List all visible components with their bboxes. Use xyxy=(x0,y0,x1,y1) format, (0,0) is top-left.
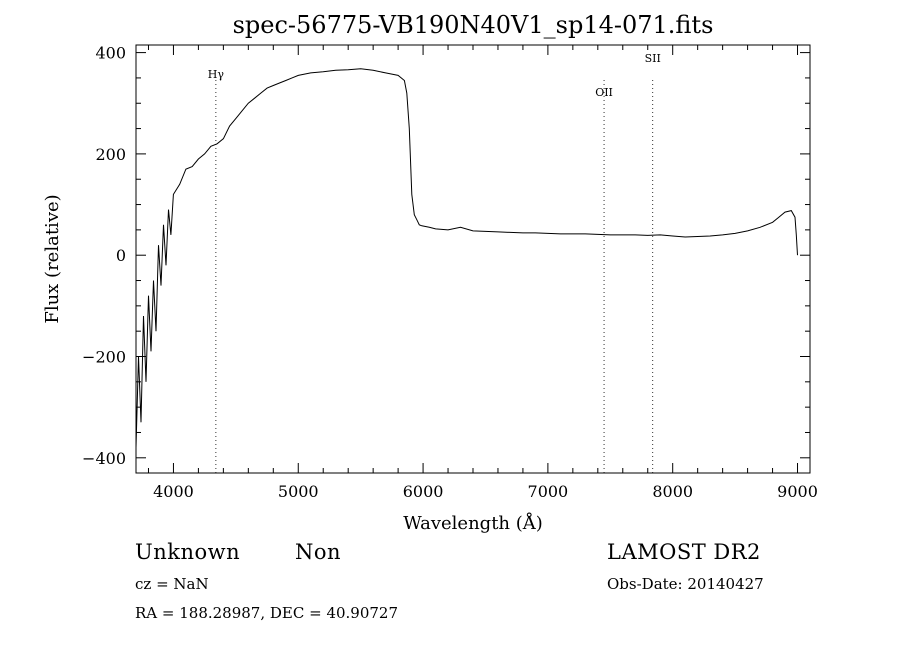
plot-frame xyxy=(135,44,811,474)
sky-coordinates: RA = 188.28987, DEC = 40.90727 xyxy=(135,604,399,622)
y-tick-label: −200 xyxy=(82,348,126,367)
spectrum-plot: spec-56775-VB190N40V1_sp14-071.fits 4000… xyxy=(42,11,818,534)
spectral-line-markers: Hγ OII SII xyxy=(208,52,661,473)
axis-ticks xyxy=(136,45,810,473)
y-tick-label: 0 xyxy=(116,246,126,265)
x-tick-label: 6000 xyxy=(403,482,444,501)
spectral-line-label: Hγ xyxy=(208,68,225,81)
object-subclass: Non xyxy=(295,540,342,564)
y-tick-label: −400 xyxy=(82,449,126,468)
redshift-value: cz = NaN xyxy=(135,575,209,593)
x-tick-label: 8000 xyxy=(652,482,693,501)
x-tick-label: 9000 xyxy=(777,482,818,501)
y-axis-label: Flux (relative) xyxy=(42,194,63,323)
x-tick-label: 5000 xyxy=(278,482,319,501)
x-axis-label: Wavelength (Å) xyxy=(403,512,543,534)
axis-tick-labels: 4000 5000 6000 7000 8000 9000 −400 −200 0 200 400 xyxy=(82,44,818,501)
spectral-line-label: SII xyxy=(645,52,661,65)
x-tick-label: 4000 xyxy=(153,482,194,501)
y-tick-label: 400 xyxy=(95,44,126,63)
x-tick-label: 7000 xyxy=(528,482,569,501)
y-tick-label: 200 xyxy=(95,145,126,164)
spectrum-series-line xyxy=(135,68,798,448)
object-class: Unknown xyxy=(135,540,241,564)
observation-date: Obs-Date: 20140427 xyxy=(607,575,764,593)
chart-title: spec-56775-VB190N40V1_sp14-071.fits xyxy=(233,11,714,39)
survey-name: LAMOST DR2 xyxy=(607,540,761,564)
spectral-line-label: OII xyxy=(595,86,613,99)
